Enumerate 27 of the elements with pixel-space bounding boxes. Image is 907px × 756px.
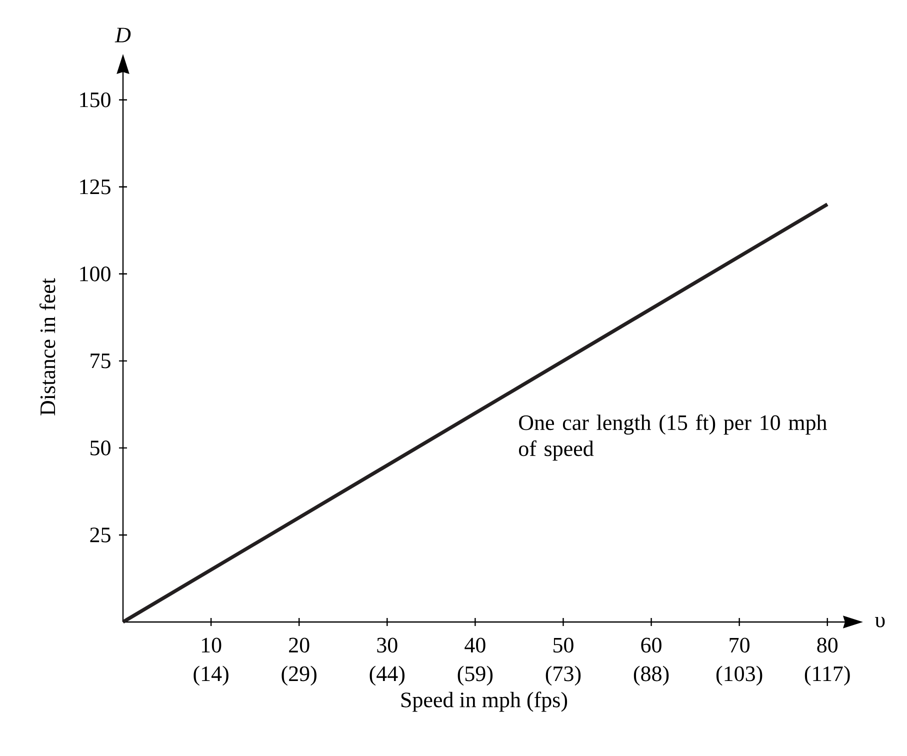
x-tick-label: 40 [464, 638, 486, 653]
text: (88) [634, 666, 669, 686]
text: (44) [370, 666, 405, 686]
text: υ [874, 616, 885, 628]
x-tick-label: 50 [554, 638, 574, 653]
y-tick-label: 125 [80, 179, 110, 194]
y-tick-label: 75 [90, 354, 110, 368]
text: D [114, 28, 131, 42]
y-tick-label: 100 [80, 266, 110, 282]
x-tick-label: 10 [202, 638, 222, 653]
x-tick-label: 70 [730, 638, 750, 653]
y-axis-title: Distance in feet [40, 278, 56, 416]
y-tick-label: 50 [90, 440, 110, 456]
x-tick-label: 30 [377, 638, 398, 653]
x-axis-title: Speed in mph (fps) [401, 692, 568, 712]
x-tick-label: 60 [641, 638, 662, 653]
y-tick-label: 25 [90, 528, 110, 542]
text: (117) [804, 666, 850, 686]
text: (103) [716, 666, 762, 686]
text: (59) [458, 666, 493, 686]
x-tick-label: 80 [817, 638, 838, 653]
x-tick-label: 20 [289, 638, 310, 653]
text: (29) [282, 666, 316, 686]
text: (73) [546, 666, 581, 686]
annotation: One car length (15 ft) per 10 mph of speed [518, 414, 827, 461]
y-tick-label: 150 [80, 92, 110, 108]
text: (14) [194, 666, 228, 686]
